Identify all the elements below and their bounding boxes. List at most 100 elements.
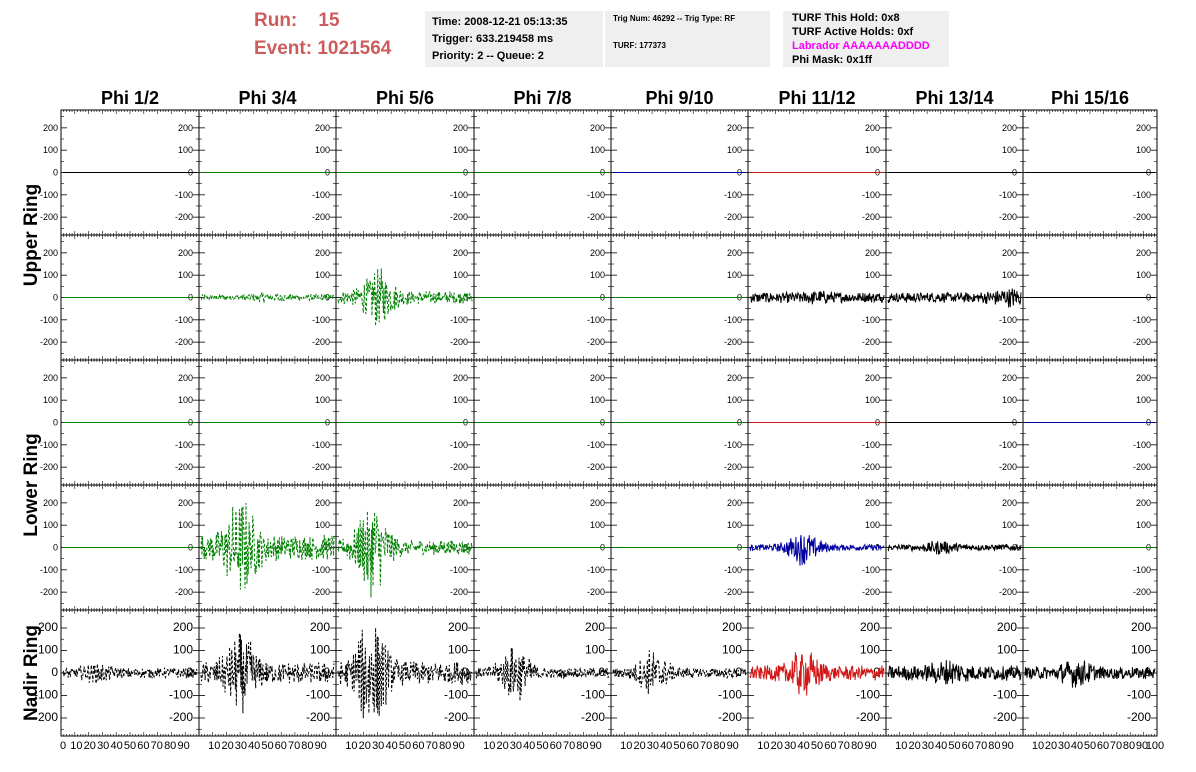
y-tick-label: -100 xyxy=(587,565,605,575)
event-value: 1021564 xyxy=(317,38,392,59)
column-title: Phi 3/4 xyxy=(238,88,296,108)
trig-num-line: Trig Num: 46292 -- Trig Type: RF xyxy=(613,14,736,23)
y-tick-label: -200 xyxy=(862,462,880,472)
y-tick-label: 0 xyxy=(186,665,193,679)
y-tick-label: -100 xyxy=(587,440,605,450)
y-tick-label: 200 xyxy=(722,620,742,634)
y-tick-label: 100 xyxy=(453,270,468,280)
y-tick-label: -200 xyxy=(169,710,193,724)
y-tick-label: 100 xyxy=(865,395,880,405)
y-tick-label: 200 xyxy=(1002,123,1017,133)
y-tick-label: -200 xyxy=(175,337,193,347)
y-tick-label: 100 xyxy=(727,520,742,530)
waveform-trace xyxy=(337,511,473,598)
y-tick-label: 200 xyxy=(448,620,468,634)
y-tick-label: -200 xyxy=(34,710,58,724)
y-tick-label: -200 xyxy=(999,462,1017,472)
y-tick-label: -200 xyxy=(312,587,330,597)
time-info-box: Time: 2008-12-21 05:13:35 Trigger: 633.2… xyxy=(425,11,603,67)
y-tick-label: 100 xyxy=(315,395,330,405)
priority-line: Priority: 2 -- Queue: 2 xyxy=(432,50,544,62)
y-tick-label: -200 xyxy=(175,462,193,472)
y-tick-label: -200 xyxy=(724,337,742,347)
waveform-trace xyxy=(887,288,1022,308)
y-tick-label: 100 xyxy=(722,643,742,657)
y-tick-label: 200 xyxy=(453,373,468,383)
y-tick-label: 200 xyxy=(315,248,330,258)
run-value: 15 xyxy=(318,10,340,31)
y-tick-label: 200 xyxy=(178,248,193,258)
y-tick-label: -200 xyxy=(862,587,880,597)
y-tick-label: 100 xyxy=(453,145,468,155)
y-tick-label: -100 xyxy=(312,565,330,575)
y-tick-label: -200 xyxy=(1133,587,1151,597)
waveform-trace xyxy=(749,652,885,696)
y-tick-label: 100 xyxy=(1002,520,1017,530)
y-tick-label: -100 xyxy=(1133,565,1151,575)
y-tick-label: 100 xyxy=(590,520,605,530)
y-tick-label: -100 xyxy=(312,440,330,450)
turf-active-line: TURF Active Holds: 0xf xyxy=(792,26,914,38)
y-tick-label: 0 xyxy=(53,293,58,303)
y-tick-label: 200 xyxy=(1002,373,1017,383)
event-label: Event: xyxy=(254,38,313,59)
y-tick-label: 200 xyxy=(727,123,742,133)
y-tick-label: 200 xyxy=(310,620,330,634)
y-tick-label: 200 xyxy=(1002,498,1017,508)
y-tick-label: -200 xyxy=(581,710,605,724)
y-tick-label: 100 xyxy=(315,270,330,280)
y-tick-label: 200 xyxy=(727,373,742,383)
y-tick-label: 100 xyxy=(173,643,193,657)
y-tick-label: -100 xyxy=(993,688,1017,702)
column-title: Phi 5/6 xyxy=(376,88,434,108)
time-line: Time: 2008-12-21 05:13:35 xyxy=(432,16,568,28)
y-tick-label: 100 xyxy=(727,395,742,405)
y-tick-label: -100 xyxy=(40,565,58,575)
y-tick-label: -100 xyxy=(175,440,193,450)
y-tick-label: -200 xyxy=(587,337,605,347)
column-title: Phi 1/2 xyxy=(101,88,159,108)
ring-label: Upper Ring xyxy=(21,184,42,286)
y-tick-label: 200 xyxy=(590,373,605,383)
y-tick-label: 100 xyxy=(310,643,330,657)
waveform-trace xyxy=(749,534,885,566)
column-title: Phi 11/12 xyxy=(778,88,855,108)
y-tick-label: 0 xyxy=(1012,293,1017,303)
y-tick-label: -100 xyxy=(856,688,880,702)
y-tick-label: -100 xyxy=(444,688,468,702)
y-tick-label: 0 xyxy=(463,543,468,553)
labrador-line: Labrador AAAAAAADDDD xyxy=(792,40,930,52)
column-title: Phi 13/14 xyxy=(915,88,993,108)
y-tick-label: -100 xyxy=(40,190,58,200)
y-tick-label: -100 xyxy=(450,440,468,450)
waveform-trace xyxy=(200,502,335,590)
y-tick-label: -100 xyxy=(450,565,468,575)
y-tick-label: -100 xyxy=(40,440,58,450)
y-tick-label: 0 xyxy=(598,665,605,679)
y-tick-label: -100 xyxy=(724,315,742,325)
y-tick-label: 0 xyxy=(463,293,468,303)
y-tick-label: 0 xyxy=(323,665,330,679)
waveform-trace xyxy=(887,540,1022,555)
y-tick-label: -200 xyxy=(312,212,330,222)
y-tick-label: -200 xyxy=(1133,212,1151,222)
y-tick-label: 0 xyxy=(53,543,58,553)
y-tick-label: 100 xyxy=(178,395,193,405)
y-tick-label: -200 xyxy=(450,212,468,222)
waveform-trace xyxy=(200,633,335,714)
y-tick-label: 100 xyxy=(453,520,468,530)
y-tick-label: 200 xyxy=(1136,373,1151,383)
y-tick-label: 200 xyxy=(997,620,1017,634)
run-label: Run: xyxy=(254,10,298,31)
waveform-trace xyxy=(200,292,334,303)
y-tick-label: 200 xyxy=(453,498,468,508)
y-tick-label: 200 xyxy=(43,373,58,383)
y-tick-label: 100 xyxy=(1136,145,1151,155)
y-tick-label: 200 xyxy=(865,373,880,383)
y-tick-label: -100 xyxy=(450,315,468,325)
y-tick-label: 200 xyxy=(865,123,880,133)
turf-line: TURF: 177373 xyxy=(613,41,666,50)
y-tick-label: -100 xyxy=(312,190,330,200)
y-tick-label: -100 xyxy=(862,315,880,325)
y-tick-label: 200 xyxy=(173,620,193,634)
